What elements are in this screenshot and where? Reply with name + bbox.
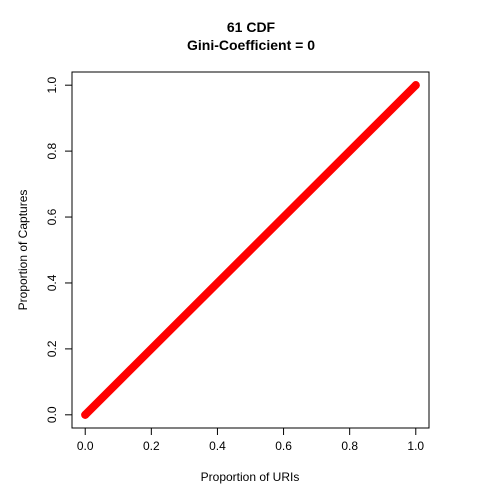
y-tick-label: 0.2	[45, 340, 59, 357]
x-tick-label: 0.0	[77, 439, 94, 453]
y-tick-label: 1.0	[45, 77, 59, 94]
x-tick-label: 0.6	[275, 439, 292, 453]
y-axis-label: Proportion of Captures	[16, 190, 30, 311]
x-axis: 0.0 0.2 0.4 0.6 0.8 1.0	[77, 427, 424, 453]
x-tick-label: 0.4	[209, 439, 226, 453]
y-tick-label: 0.6	[45, 208, 59, 225]
x-tick-label: 1.0	[407, 439, 424, 453]
y-tick-label: 0.8	[45, 142, 59, 159]
series-line	[81, 81, 420, 419]
y-axis: 0.0 0.2 0.4 0.6 0.8 1.0	[45, 77, 73, 423]
y-tick-label: 0.0	[45, 406, 59, 423]
x-axis-label: Proportion of URIs	[201, 470, 300, 484]
y-tick-label: 0.4	[45, 274, 59, 291]
x-tick-label: 0.8	[341, 439, 358, 453]
series-layer	[81, 81, 420, 419]
series-point	[81, 410, 90, 419]
series-point	[411, 81, 420, 90]
x-tick-label: 0.2	[143, 439, 160, 453]
chart-title-line-1: 61 CDF	[227, 19, 276, 35]
chart-title-line-2: Gini-Coefficient = 0	[187, 37, 315, 53]
